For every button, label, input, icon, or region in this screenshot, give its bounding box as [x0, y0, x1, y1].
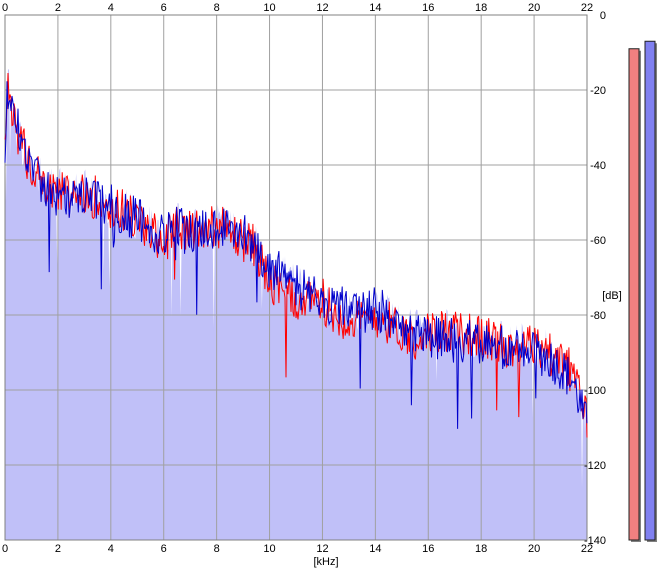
- x-axis-label: [kHz]: [313, 556, 338, 568]
- series-line-2: [4, 81, 588, 429]
- x-tick-label: 20: [528, 2, 540, 14]
- x-tick-label: 10: [263, 543, 275, 555]
- y-tick-labels: 0 -20 -40 -60 -80 -100 -120 -140: [584, 10, 606, 547]
- x-tick-label: 18: [475, 543, 487, 555]
- level-meter-right: [644, 40, 656, 541]
- x-tick-label: 2: [55, 543, 61, 555]
- y-axis-label: [dB]: [602, 290, 622, 302]
- y-tick-label: 0: [600, 10, 606, 22]
- x-tick-label: 6: [161, 2, 167, 14]
- x-tick-label: 4: [108, 543, 114, 555]
- spectrum-series: [4, 72, 588, 438]
- level-meter-left: [628, 48, 640, 541]
- x-tick-label: 18: [475, 2, 487, 14]
- x-tick-label: 0: [2, 543, 8, 555]
- y-tick-label: -100: [584, 385, 606, 397]
- y-tick-label: -40: [590, 160, 606, 172]
- x-tick-label: 8: [214, 2, 220, 14]
- x-tick-label: 16: [422, 543, 434, 555]
- x-tick-label: 16: [422, 2, 434, 14]
- grid-lines: [4, 14, 588, 541]
- x-tick-label: 2: [55, 2, 61, 14]
- x-tick-label: 8: [214, 543, 220, 555]
- x-tick-label: 22: [581, 2, 593, 14]
- plot-frame: [4, 14, 588, 541]
- x-tick-label: 0: [2, 2, 8, 14]
- x-tick-label: 22: [581, 543, 593, 555]
- x-tick-label: 20: [528, 543, 540, 555]
- x-tick-labels-top: 0 2 4 6 8 10 12 14 16 18 20 22: [2, 2, 593, 14]
- y-tick-label: -60: [590, 235, 606, 247]
- y-tick-label: -20: [590, 85, 606, 97]
- x-tick-label: 12: [316, 2, 328, 14]
- x-tick-label: 14: [369, 543, 381, 555]
- y-tick-label: -80: [590, 310, 606, 322]
- y-tick-label: -120: [584, 460, 606, 472]
- x-tick-label: 12: [316, 543, 328, 555]
- y-tick-label: -140: [584, 535, 606, 547]
- x-tick-label: 4: [108, 2, 114, 14]
- x-tick-labels-bottom: 0 2 4 6 8 10 12 14 16 18 20 22: [2, 543, 593, 555]
- x-tick-label: 14: [369, 2, 381, 14]
- x-tick-label: 10: [263, 2, 275, 14]
- level-meters: [628, 40, 657, 542]
- x-tick-label: 6: [161, 543, 167, 555]
